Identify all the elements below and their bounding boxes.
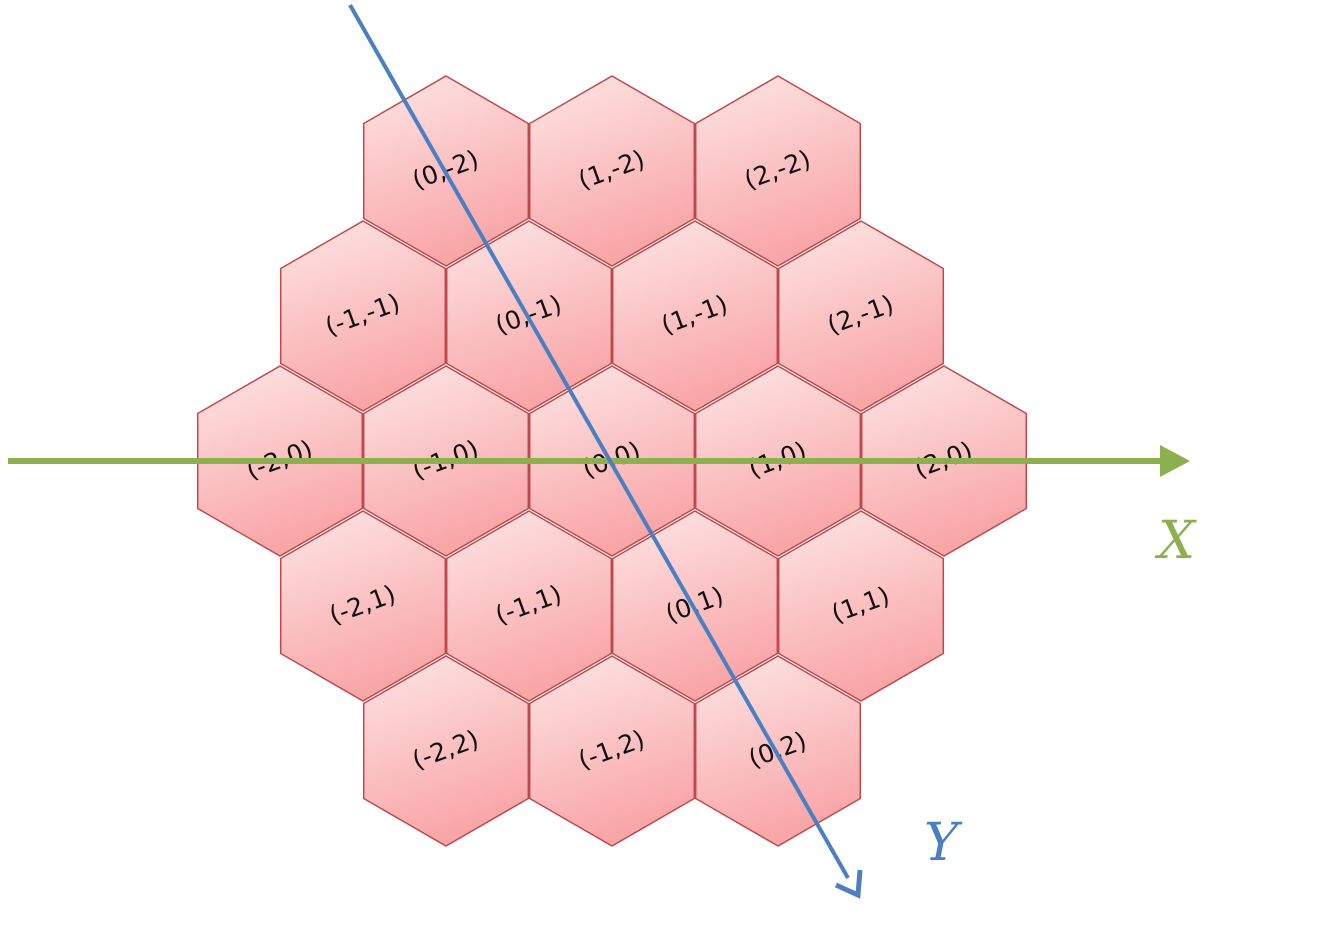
y-axis-arrowhead (834, 869, 863, 899)
hex-shape (694, 655, 862, 847)
hex-shape (528, 655, 696, 847)
hex-shape (777, 220, 945, 412)
hex-cell: (1,-1) (611, 220, 779, 412)
hex-cell: (2,-2) (694, 75, 862, 267)
hex-cell: (-1,1) (445, 510, 613, 702)
hex-cell: (1,-2) (528, 75, 696, 267)
hex-shape (528, 75, 696, 267)
hex-shape (279, 220, 447, 412)
hex-cell: (-1,2) (528, 655, 696, 847)
hex-cell: (2,-1) (777, 220, 945, 412)
hex-cell: (-1,-1) (279, 220, 447, 412)
hex-shape (611, 220, 779, 412)
x-axis-label: X (1154, 511, 1197, 571)
hex-shape (445, 510, 613, 702)
hex-shape (777, 510, 945, 702)
hex-shape (362, 655, 530, 847)
axes: X Y (8, 4, 1197, 899)
hex-shape (279, 510, 447, 702)
hex-cell: (-2,1) (279, 510, 447, 702)
hex-shape (694, 75, 862, 267)
hex-cell: (0,2) (694, 655, 862, 847)
y-axis-label: Y (924, 813, 963, 873)
y-axis-line (348, 4, 850, 879)
hex-cell: (1,1) (777, 510, 945, 702)
hex-cell: (-2,2) (362, 655, 530, 847)
x-axis-arrowhead (1160, 445, 1190, 477)
